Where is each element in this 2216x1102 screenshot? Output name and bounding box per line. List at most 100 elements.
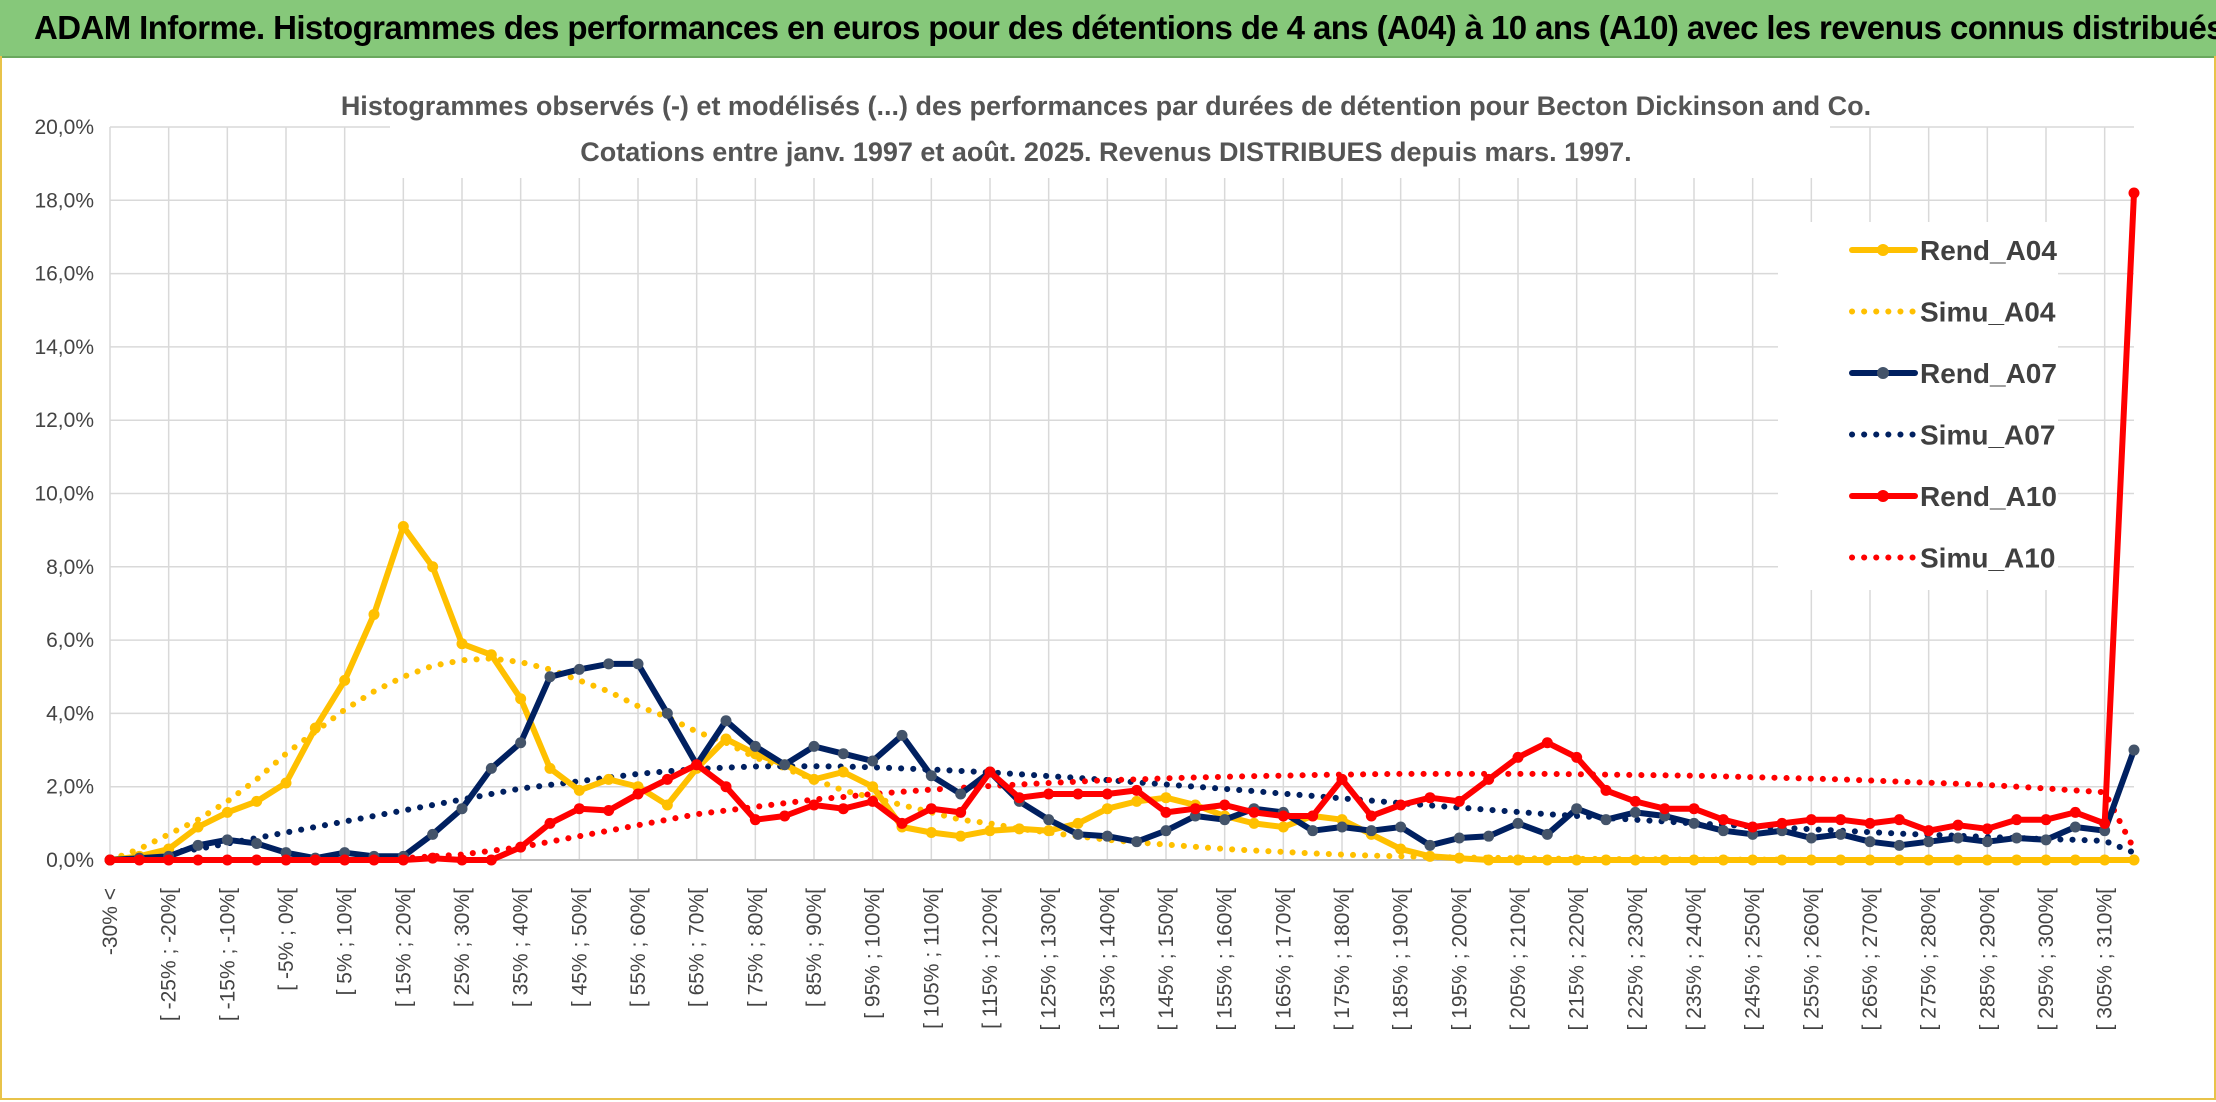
y-tick-label: 18,0% [34, 189, 94, 212]
y-tick-label: 16,0% [34, 263, 94, 286]
data-point [1307, 810, 1319, 822]
data-point [544, 817, 556, 829]
legend-item: Rend_A10 [1849, 481, 2057, 512]
x-tick-label: [ 195% ; 200%[ [1448, 888, 1471, 1031]
data-point [1013, 792, 1025, 804]
data-point [1483, 854, 1495, 866]
legend-marker [1877, 244, 1889, 256]
y-tick-label: 12,0% [34, 409, 94, 432]
series-line [107, 770, 2137, 863]
data-point [1629, 854, 1641, 866]
data-point [1072, 817, 1084, 829]
data-point [984, 825, 996, 837]
data-point [368, 608, 380, 620]
legend-marker [1877, 490, 1889, 502]
series-simu-a10 [107, 770, 2137, 863]
x-tick-label: [ 95% ; 100%[ [862, 888, 885, 1019]
data-point [2099, 854, 2111, 866]
data-point [1981, 836, 1993, 848]
data-point [2040, 854, 2052, 866]
data-point [251, 854, 263, 866]
series-line [107, 190, 2137, 863]
data-point [2069, 821, 2081, 833]
data-point [984, 766, 996, 778]
data-point [1776, 817, 1788, 829]
x-tick-label: [ 175% ; 180%[ [1331, 888, 1354, 1031]
data-point [1981, 854, 1993, 866]
data-point [1483, 773, 1495, 785]
data-point [309, 854, 321, 866]
data-point [1336, 773, 1348, 785]
data-point [955, 830, 967, 842]
x-tick-label: [ 275% ; 280%[ [1918, 888, 1941, 1031]
data-point [1893, 814, 1905, 826]
legend-label: Rend_A07 [1920, 358, 2057, 389]
data-point [192, 839, 204, 851]
data-point [925, 827, 937, 839]
x-tick-label: [ 225% ; 230%[ [1624, 888, 1647, 1031]
data-point [1864, 836, 1876, 848]
data-point [1512, 751, 1524, 763]
series-line [107, 763, 2137, 863]
series-line [107, 660, 2137, 863]
data-point [749, 814, 761, 826]
legend-label: Rend_A04 [1920, 235, 2057, 266]
data-point [485, 649, 497, 661]
x-tick-label: [ 305% ; 310%[ [2094, 888, 2117, 1031]
data-point [1717, 854, 1729, 866]
x-tick-label: [ 125% ; 130%[ [1038, 888, 1061, 1031]
x-tick-label: [ 75% ; 80%[ [744, 888, 767, 1007]
data-point [485, 854, 497, 866]
y-tick-label: 14,0% [34, 336, 94, 359]
data-point [2069, 806, 2081, 818]
data-point [368, 854, 380, 866]
data-point [309, 722, 321, 734]
x-tick-label: [ 155% ; 160%[ [1214, 888, 1237, 1031]
data-point [1043, 825, 1055, 837]
legend-marker [1877, 367, 1889, 379]
data-point [1395, 821, 1407, 833]
data-point [2011, 814, 2023, 826]
data-point [1365, 825, 1377, 837]
data-point [427, 828, 439, 840]
x-tick-label: [ 255% ; 260%[ [1800, 888, 1823, 1031]
data-point [1688, 817, 1700, 829]
chart-frame [0, 56, 2216, 1100]
data-point [1717, 814, 1729, 826]
data-point [1835, 854, 1847, 866]
data-point [192, 854, 204, 866]
legend-label: Simu_A04 [1920, 297, 2056, 328]
x-tick-label: [ 235% ; 240%[ [1683, 888, 1706, 1031]
data-point [1131, 795, 1143, 807]
data-point [1571, 803, 1583, 815]
data-point [1893, 839, 1905, 851]
data-point [1101, 830, 1113, 842]
data-point [2011, 854, 2023, 866]
data-point [1747, 821, 1759, 833]
data-point [720, 715, 732, 727]
data-point [603, 805, 615, 817]
legend-label: Simu_A07 [1920, 420, 2055, 451]
x-tick-label: [ -5% ; 0%[ [275, 888, 298, 991]
data-point [1131, 784, 1143, 796]
data-point [896, 729, 908, 741]
series-rend-a10 [104, 187, 2140, 866]
x-tick-label: [ 45% ; 50%[ [568, 888, 591, 1007]
data-point [515, 737, 527, 749]
banner-title: ADAM Informe. Histogrammes des performan… [34, 9, 2216, 46]
data-point [1571, 854, 1583, 866]
y-tick-label: 0,0% [46, 849, 94, 872]
data-point [1189, 803, 1201, 815]
data-point [867, 755, 879, 767]
data-point [1336, 821, 1348, 833]
data-point [955, 788, 967, 800]
data-point [2128, 854, 2140, 866]
data-point [779, 759, 791, 771]
data-point [2069, 854, 2081, 866]
data-point [867, 781, 879, 793]
x-tick-label: [ 185% ; 190%[ [1390, 888, 1413, 1031]
data-point [1629, 806, 1641, 818]
x-tick-label: [ 165% ; 170%[ [1272, 888, 1295, 1031]
legend-item: Simu_A04 [1849, 297, 2056, 328]
series-group [104, 187, 2140, 866]
